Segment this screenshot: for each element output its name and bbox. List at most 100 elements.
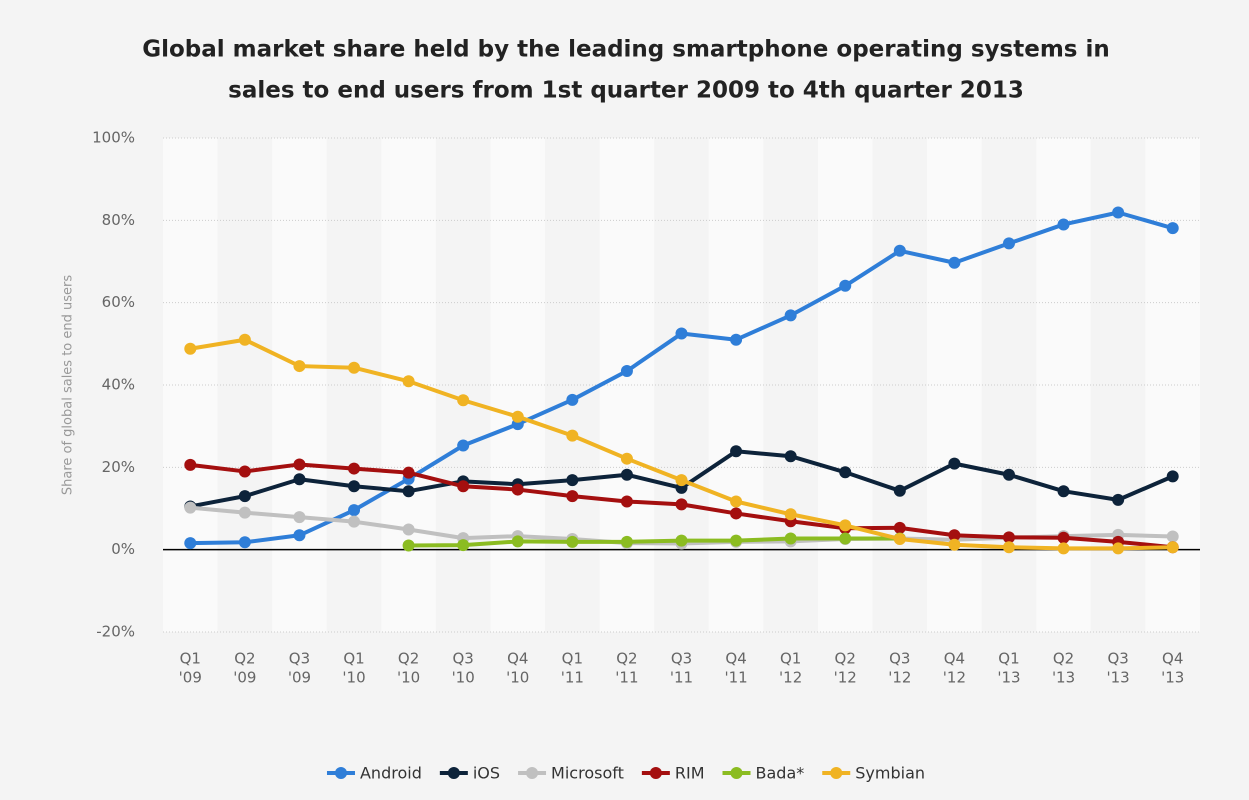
- x-tick-label: '13: [997, 669, 1020, 687]
- x-tick-label: Q4: [1162, 650, 1183, 668]
- data-point: [730, 507, 743, 520]
- legend: Android iOS Microsoft RIM Bada* Symbian: [326, 764, 925, 783]
- x-tick-label: Q4: [507, 650, 528, 668]
- x-tick-label: '13: [1052, 669, 1075, 687]
- data-point: [675, 498, 688, 511]
- x-tick-label: Q1: [998, 650, 1019, 668]
- data-point: [1057, 218, 1070, 231]
- data-point: [402, 375, 415, 388]
- data-point: [184, 458, 197, 471]
- data-point: [675, 474, 688, 487]
- data-point: [1166, 222, 1179, 235]
- data-point: [784, 532, 797, 545]
- band: [981, 138, 1037, 632]
- legend-symbol: [447, 767, 460, 779]
- data-point: [457, 480, 470, 493]
- data-point: [1057, 485, 1070, 498]
- x-tick-label: '10: [452, 669, 475, 687]
- x-tick-label: Q2: [234, 650, 255, 668]
- data-point: [184, 501, 197, 514]
- x-tick-label: '11: [724, 669, 747, 687]
- x-tick-label: '11: [561, 669, 584, 687]
- data-point: [238, 465, 251, 478]
- data-point: [402, 466, 415, 479]
- legend-label: RIM: [675, 764, 705, 783]
- data-point: [675, 327, 688, 340]
- y-tick-label: 60%: [102, 293, 135, 311]
- data-point: [1002, 541, 1015, 554]
- data-point: [893, 484, 906, 497]
- chart-title: sales to end users from 1st quarter 2009…: [228, 78, 1024, 104]
- data-point: [730, 534, 743, 547]
- x-tick-label: '10: [506, 669, 529, 687]
- legend-label: Bada*: [756, 764, 805, 783]
- y-tick-label: 80%: [102, 211, 135, 229]
- legend-label: Microsoft: [551, 764, 624, 783]
- data-point: [948, 256, 961, 269]
- y-axis-label: Share of global sales to end users: [61, 275, 76, 496]
- x-tick-label: '13: [1107, 669, 1130, 687]
- data-point: [238, 490, 251, 503]
- data-point: [620, 468, 633, 481]
- data-point: [293, 529, 306, 542]
- legend-label: iOS: [473, 764, 500, 783]
- data-point: [238, 333, 251, 346]
- data-point: [566, 429, 579, 442]
- x-tick-label: '09: [288, 669, 311, 687]
- x-tick-label: Q4: [725, 650, 746, 668]
- data-point: [948, 457, 961, 470]
- legend-label: Android: [360, 764, 422, 783]
- legend-symbol: [649, 767, 662, 779]
- data-point: [1166, 541, 1179, 554]
- data-point: [566, 393, 579, 406]
- data-point: [1057, 531, 1070, 544]
- data-point: [293, 473, 306, 486]
- data-point: [1166, 530, 1179, 543]
- data-point: [1057, 542, 1070, 555]
- data-point: [457, 539, 470, 552]
- data-point: [238, 506, 251, 519]
- data-point: [1112, 493, 1125, 506]
- data-point: [1112, 206, 1125, 219]
- x-tick-label: '12: [834, 669, 857, 687]
- y-tick-label: 40%: [102, 376, 135, 394]
- x-tick-label: Q3: [889, 650, 910, 668]
- data-point: [1002, 468, 1015, 481]
- x-tick-label: Q1: [780, 650, 801, 668]
- x-tick-label: Q2: [616, 650, 637, 668]
- x-tick-label: '10: [397, 669, 420, 687]
- data-point: [730, 333, 743, 346]
- series-line: [408, 536, 900, 548]
- data-point: [511, 410, 524, 423]
- data-point: [566, 490, 579, 503]
- data-point: [839, 532, 852, 545]
- x-tick-label: Q3: [1107, 650, 1128, 668]
- data-point: [784, 508, 797, 521]
- x-tick-label: '12: [888, 669, 911, 687]
- x-tick-label: '11: [670, 669, 693, 687]
- chart-title: Global market share held by the leading …: [142, 37, 1110, 63]
- x-tick-label: '11: [615, 669, 638, 687]
- legend-symbol: [830, 767, 843, 779]
- data-point: [293, 458, 306, 471]
- data-point: [457, 439, 470, 452]
- data-point: [620, 535, 633, 548]
- data-point: [893, 532, 906, 545]
- data-point: [893, 521, 906, 534]
- data-point: [893, 244, 906, 257]
- legend-symbol: [526, 767, 539, 779]
- legend-label: Symbian: [855, 764, 925, 783]
- x-tick-label: Q1: [343, 650, 364, 668]
- data-point: [348, 480, 361, 493]
- data-point: [402, 539, 415, 552]
- data-point: [293, 511, 306, 524]
- y-tick-label: 100%: [92, 129, 135, 147]
- x-tick-label: Q3: [453, 650, 474, 668]
- data-point: [293, 360, 306, 373]
- x-tick-label: Q2: [398, 650, 419, 668]
- data-point: [784, 309, 797, 322]
- legend-symbol: [334, 767, 347, 779]
- data-point: [784, 450, 797, 463]
- x-tick-label: Q1: [562, 650, 583, 668]
